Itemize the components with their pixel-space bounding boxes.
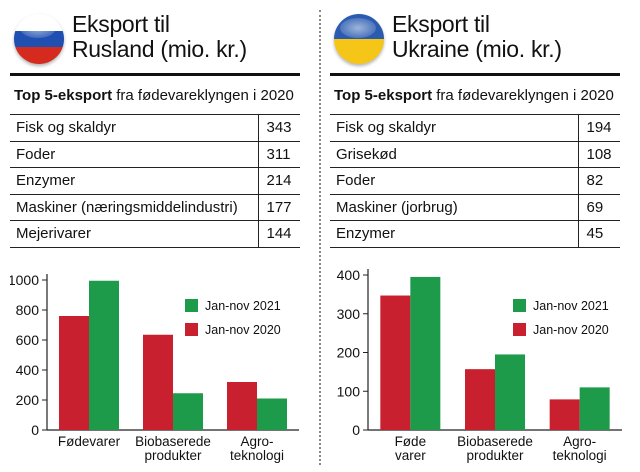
row-value: 311 <box>257 140 300 168</box>
row-value: 45 <box>577 220 620 248</box>
x-category-label: teknologi <box>230 448 284 463</box>
russia-subtitle: Top 5-eksport fra fødevareklyngen i 2020 <box>14 87 294 104</box>
y-tick-label: 600 <box>16 332 40 348</box>
row-label: Foder <box>10 140 258 168</box>
y-tick-label: 100 <box>337 383 361 399</box>
ukraine-subtitle-rest: fra fødevareklyngen i 2020 <box>432 87 614 104</box>
x-category-label: Agro- <box>240 434 273 449</box>
russia-title-line2: Rusland (mio. kr.) <box>72 36 247 62</box>
bar-ukraine-2021-2 <box>579 387 610 430</box>
table-row: Maskiner (jorbrug) 69 <box>330 193 620 221</box>
russia-flag-icon <box>14 14 64 64</box>
row-label: Fisk og skaldyr <box>10 114 258 142</box>
x-category-label: Føde <box>395 434 427 449</box>
bar-ukraine-2020-0 <box>380 295 411 430</box>
x-category-label: produkter <box>466 448 524 463</box>
y-tick-label: 0 <box>31 422 39 438</box>
row-label: Enzymer <box>10 167 258 195</box>
x-category-label: Agro- <box>563 434 596 449</box>
bar-russia-2021-1 <box>173 393 203 430</box>
y-tick-label: 1000 <box>10 272 39 288</box>
ukraine-title: Eksport til Ukraine (mio. kr.) <box>392 12 562 62</box>
row-value: 69 <box>577 193 620 221</box>
russia-panel: Eksport til Rusland (mio. kr.) Top 5-eks… <box>10 0 318 472</box>
russia-title: Eksport til Rusland (mio. kr.) <box>72 12 247 62</box>
legend-swatch <box>513 323 526 336</box>
russia-title-line1: Eksport til <box>72 11 170 37</box>
ukraine-title-line2: Ukraine (mio. kr.) <box>392 36 562 62</box>
table-row: Fisk og skaldyr 194 <box>330 114 620 142</box>
ukraine-flag-icon <box>334 14 384 64</box>
row-value: 82 <box>577 167 620 195</box>
table-row: Foder 311 <box>10 140 300 168</box>
russia-subtitle-bold: Top 5-eksport <box>14 87 113 104</box>
y-tick-label: 400 <box>16 362 40 378</box>
row-label: Enzymer <box>330 220 578 248</box>
legend-label: Jan-nov 2021 <box>205 299 281 313</box>
russia-top5-table: Fisk og skaldyr 343 Foder 311 Enzymer 214 M… <box>10 114 300 248</box>
table-row: Mejerivarer 144 <box>10 220 300 248</box>
x-category-label: Biobaserede <box>135 434 211 449</box>
y-tick-label: 800 <box>16 302 40 318</box>
bar-ukraine-2021-0 <box>410 276 441 430</box>
legend-label: Jan-nov 2020 <box>533 323 609 337</box>
table-row: Maskiner (næringsmiddelindustri) 177 <box>10 193 300 221</box>
row-label: Maskiner (næringsmiddelindustri) <box>10 193 258 221</box>
x-category-label: Fødevarer <box>58 434 121 449</box>
bar-russia-2020-1 <box>143 334 173 430</box>
row-value: 343 <box>257 114 300 142</box>
russia-title-rule <box>10 73 300 76</box>
ukraine-title-line1: Eksport til <box>392 11 490 37</box>
bar-russia-2020-2 <box>227 382 257 430</box>
table-row: Foder 82 <box>330 167 620 195</box>
table-row: Fisk og skaldyr 343 <box>10 114 300 142</box>
row-label: Maskiner (jorbrug) <box>330 193 578 221</box>
ukraine-export-chart: 0 100 200 300 400 Fødevarer Biobaseredeprodukt… <box>337 267 622 463</box>
x-category-label: produkter <box>144 448 202 463</box>
bar-ukraine-2020-2 <box>549 399 580 430</box>
y-tick-label: 400 <box>337 267 361 283</box>
legend-label: Jan-nov 2020 <box>205 323 281 337</box>
y-tick-label: 200 <box>337 345 361 361</box>
legend-swatch <box>185 299 198 312</box>
column-divider <box>319 10 321 465</box>
row-value: 177 <box>257 193 300 221</box>
x-category-label: varer <box>395 448 426 463</box>
row-value: 144 <box>257 220 300 248</box>
ukraine-title-rule <box>330 73 620 76</box>
row-label: Grisekød <box>330 140 578 168</box>
x-category-label: Biobaserede <box>457 434 533 449</box>
ukraine-panel: Eksport til Ukraine (mio. kr.) Top 5-eks… <box>330 0 638 472</box>
y-tick-label: 0 <box>352 422 360 438</box>
row-label: Mejerivarer <box>10 220 258 248</box>
bar-russia-2020-0 <box>59 316 89 430</box>
row-value: 194 <box>577 114 620 142</box>
table-row: Grisekød 108 <box>330 140 620 168</box>
row-label: Fisk og skaldyr <box>330 114 578 142</box>
row-value: 108 <box>577 140 620 168</box>
table-row: Enzymer 45 <box>330 220 620 248</box>
ukraine-subtitle: Top 5-eksport fra fødevareklyngen i 2020 <box>334 87 614 104</box>
bar-ukraine-2021-1 <box>495 354 525 430</box>
ukraine-top5-table: Fisk og skaldyr 194 Grisekød 108 Foder 82 M… <box>330 114 620 248</box>
y-tick-label: 200 <box>16 392 40 408</box>
bar-ukraine-2020-1 <box>465 369 495 430</box>
russia-subtitle-rest: fra fødevareklyngen i 2020 <box>112 87 294 104</box>
row-value: 214 <box>257 167 300 195</box>
y-tick-label: 300 <box>337 306 361 322</box>
row-label: Foder <box>330 167 578 195</box>
x-category-label: teknologi <box>553 448 607 463</box>
legend-label: Jan-nov 2021 <box>533 299 609 313</box>
bar-russia-2021-2 <box>257 398 287 430</box>
russia-export-chart: 0 200 400 600 800 1000 Fødevarer Biobaseredepro… <box>10 272 299 463</box>
legend-swatch <box>185 323 198 336</box>
legend-swatch <box>513 299 526 312</box>
bar-russia-2021-0 <box>89 280 119 430</box>
table-row: Enzymer 214 <box>10 167 300 195</box>
ukraine-subtitle-bold: Top 5-eksport <box>334 87 433 104</box>
